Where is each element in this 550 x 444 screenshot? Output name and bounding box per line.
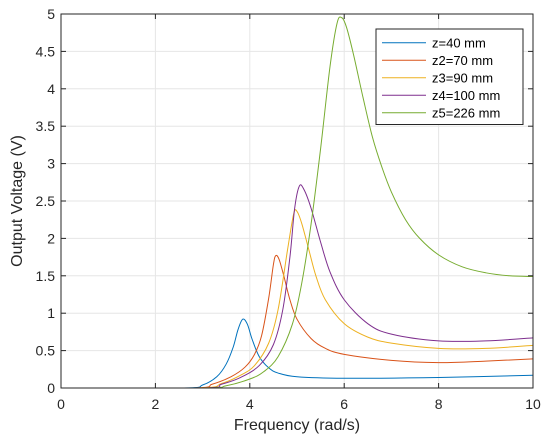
legend-label: z2=70 mm xyxy=(432,53,493,68)
y-tick-label: 0.5 xyxy=(36,343,56,359)
legend-label: z5=226 mm xyxy=(432,105,500,120)
y-tick-label: 2 xyxy=(47,230,55,246)
y-tick-label: 2.5 xyxy=(36,193,56,209)
x-tick-label: 6 xyxy=(340,396,348,412)
series-line-5 xyxy=(60,16,534,389)
series-line-1 xyxy=(60,318,534,389)
y-tick-label: 1.5 xyxy=(36,268,56,284)
y-tick-label: 4.5 xyxy=(36,43,56,59)
y-tick-label: 1 xyxy=(47,305,55,321)
x-tick-label: 8 xyxy=(435,396,443,412)
ticks: 0 2 4 6 8 10 0 0.5 1 1.5 2 2.5 3 3.5 4 4.5 5 xyxy=(36,6,541,412)
legend-label: z=40 mm xyxy=(432,35,486,50)
series-line-2 xyxy=(60,254,534,389)
series-group xyxy=(60,16,534,389)
y-tick-label: 3.5 xyxy=(36,118,56,134)
y-tick-label: 0 xyxy=(47,380,55,396)
legend-box xyxy=(375,28,524,125)
grid xyxy=(60,13,534,389)
x-tick-label: 2 xyxy=(152,396,160,412)
legend-label: z4=100 mm xyxy=(432,88,500,103)
series-line-4 xyxy=(60,184,534,389)
y-tick-label: 3 xyxy=(47,156,55,172)
y-tick-label: 4 xyxy=(47,81,55,97)
y-tick-label: 5 xyxy=(47,6,55,22)
x-tick-label: 0 xyxy=(57,396,65,412)
x-tick-label: 10 xyxy=(525,396,541,412)
y-axis-label: Output Voltage (V) xyxy=(9,135,26,267)
legend: z=40 mm z2=70 mm z3=90 mm z4=100 mm z5=226 m… xyxy=(375,28,524,125)
x-tick-label: 4 xyxy=(246,396,254,412)
legend-label: z3=90 mm xyxy=(432,70,493,85)
series-line-3 xyxy=(60,209,534,389)
x-axis-label: Frequency (rad/s) xyxy=(234,417,360,434)
